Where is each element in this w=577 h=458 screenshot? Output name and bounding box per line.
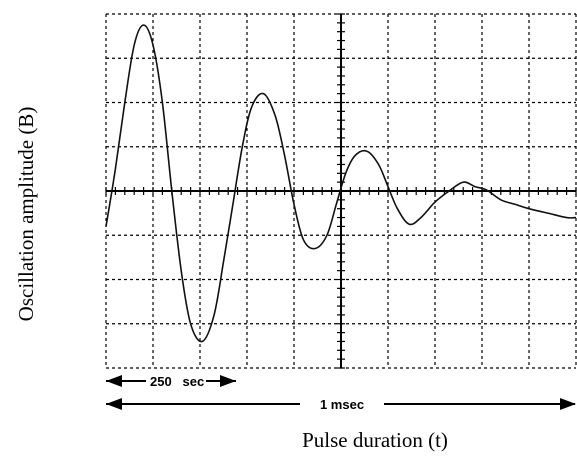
y-axis-label: Oscillation amplitude (B)	[14, 107, 38, 322]
annotation-1-msec: 1 msec	[106, 397, 576, 412]
x-axis-label: Pulse duration (t)	[302, 428, 448, 452]
oscillation-trace	[105, 24, 577, 343]
annotation-250-sec: 250 sec	[106, 374, 236, 389]
arrow-250-left-head	[106, 375, 122, 387]
arrow-1ms-left-head	[106, 398, 122, 410]
arrow-250-right-head	[220, 375, 236, 387]
arrow-1ms-right-head	[560, 398, 576, 410]
axes	[105, 13, 577, 369]
annotation-250-label: 250 sec	[150, 374, 204, 389]
annotation-1ms-label: 1 msec	[320, 397, 364, 412]
